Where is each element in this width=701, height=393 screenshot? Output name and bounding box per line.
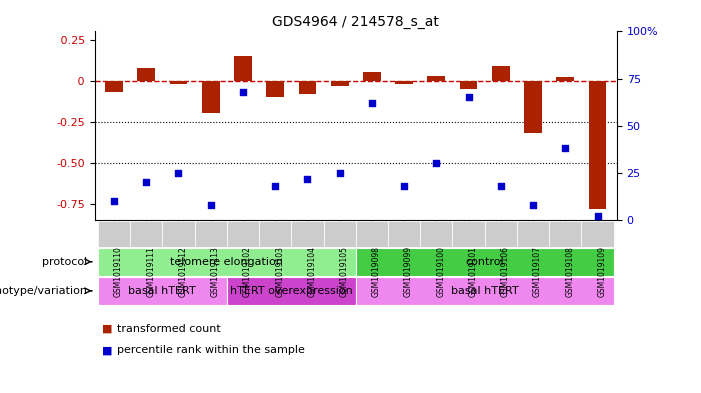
Bar [234, 56, 252, 81]
Text: genotype/variation: genotype/variation [0, 286, 88, 296]
Bar [299, 81, 316, 94]
Point [463, 94, 474, 101]
Bar [170, 81, 187, 84]
Text: control: control [465, 257, 504, 267]
Text: basal hTERT: basal hTERT [128, 286, 196, 296]
Point [334, 170, 346, 176]
Point [398, 183, 409, 189]
Text: GSM1019105: GSM1019105 [340, 246, 348, 297]
Text: protocol: protocol [42, 257, 88, 267]
Bar [137, 68, 155, 81]
Point [173, 170, 184, 176]
Text: hTERT overexpression: hTERT overexpression [230, 286, 353, 296]
Text: GSM1019104: GSM1019104 [308, 246, 316, 297]
Text: GSM1019107: GSM1019107 [533, 246, 542, 297]
Bar [492, 66, 510, 81]
Point [527, 202, 538, 208]
Title: GDS4964 / 214578_s_at: GDS4964 / 214578_s_at [272, 15, 440, 29]
Point [559, 145, 571, 152]
Point [270, 183, 281, 189]
Bar [266, 81, 284, 97]
Bar [460, 81, 477, 89]
Bar [428, 76, 445, 81]
Bar [363, 72, 381, 81]
Bar [202, 81, 219, 114]
Text: GSM1019098: GSM1019098 [372, 246, 381, 297]
Text: GSM1019106: GSM1019106 [501, 246, 510, 297]
Text: ■: ■ [102, 323, 116, 334]
Point [141, 179, 152, 185]
Point [109, 198, 120, 204]
Text: GSM1019102: GSM1019102 [243, 246, 252, 297]
Bar [395, 81, 413, 84]
Text: GSM1019101: GSM1019101 [468, 246, 477, 297]
Point [495, 183, 506, 189]
Point [592, 213, 603, 219]
Text: GSM1019103: GSM1019103 [275, 246, 284, 297]
Point [302, 175, 313, 182]
Text: percentile rank within the sample: percentile rank within the sample [117, 345, 305, 355]
Text: GSM1019112: GSM1019112 [179, 246, 187, 297]
Text: ■: ■ [102, 345, 116, 355]
Text: transformed count: transformed count [117, 323, 221, 334]
Text: basal hTERT: basal hTERT [451, 286, 519, 296]
Point [238, 89, 249, 95]
Text: GSM1019100: GSM1019100 [436, 246, 445, 297]
Point [430, 160, 442, 167]
Text: GSM1019110: GSM1019110 [114, 246, 123, 297]
Bar [524, 81, 542, 133]
Text: GSM1019109: GSM1019109 [597, 246, 606, 297]
Text: GSM1019111: GSM1019111 [147, 246, 155, 297]
Bar [105, 81, 123, 92]
Point [366, 100, 377, 106]
Text: telomere elongation: telomere elongation [170, 257, 283, 267]
Text: GSM1019099: GSM1019099 [404, 246, 413, 297]
Point [205, 202, 217, 208]
Bar [557, 77, 574, 81]
Text: GSM1019108: GSM1019108 [565, 246, 574, 297]
Text: GSM1019113: GSM1019113 [211, 246, 219, 297]
Bar [589, 81, 606, 209]
Bar [331, 81, 348, 86]
